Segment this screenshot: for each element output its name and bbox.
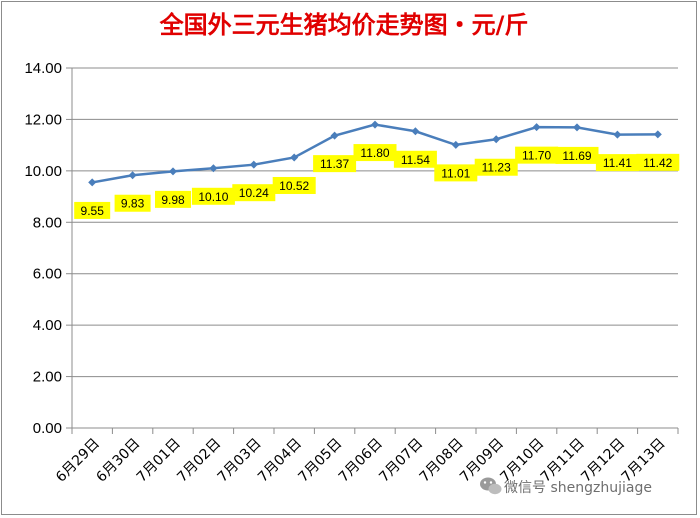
data-label: 11.37 [313, 155, 357, 173]
data-point [249, 160, 258, 169]
data-label-bg [353, 144, 397, 162]
data-point [411, 127, 420, 136]
x-tick-label: 7月05日 [295, 436, 345, 486]
data-label-text: 11.54 [401, 153, 430, 167]
x-tick-label: 7月04日 [255, 436, 305, 486]
data-label: 11.23 [474, 158, 518, 176]
data-point [653, 130, 662, 139]
data-label-text: 11.42 [643, 156, 672, 170]
data-label: 9.55 [74, 201, 111, 219]
x-tick-label: 7月03日 [215, 436, 265, 486]
watermark-text: 微信号 shengzhujiage [504, 480, 652, 496]
watermark: 微信号 shengzhujiage [480, 477, 652, 496]
data-label: 11.80 [353, 144, 397, 162]
data-label-text: 11.23 [482, 161, 511, 175]
data-label-text: 9.55 [81, 204, 105, 218]
data-point [209, 164, 218, 173]
data-label: 10.24 [232, 184, 276, 202]
data-label: 10.10 [191, 187, 235, 205]
data-label-text: 9.83 [121, 197, 145, 211]
data-label-bg [313, 155, 357, 173]
y-tick-label: 2.00 [33, 369, 62, 386]
x-tick-label: 7月11日 [538, 436, 588, 486]
data-point [128, 171, 137, 180]
data-label-text: 11.70 [522, 149, 551, 163]
data-label: 11.41 [595, 154, 639, 172]
data-point [451, 140, 460, 149]
y-tick-label: 14.00 [24, 60, 62, 77]
y-tick-label: 10.00 [24, 163, 62, 180]
data-label-text: 11.80 [360, 146, 389, 160]
data-label: 10.52 [272, 176, 316, 194]
data-label: 11.54 [393, 150, 437, 168]
wechat-icon [480, 477, 502, 495]
data-label-bg [155, 190, 191, 208]
x-tick-label: 6月30日 [93, 436, 143, 486]
data-point [573, 123, 581, 132]
data-label: 9.98 [155, 190, 191, 208]
data-label-text: 11.41 [603, 156, 632, 170]
data-label-bg [272, 176, 316, 194]
data-label-text: 10.52 [279, 179, 309, 193]
x-tick-label: 7月07日 [376, 436, 426, 486]
data-label-bg [114, 194, 151, 212]
data-label-bg [636, 153, 680, 171]
y-tick-label: 8.00 [33, 214, 62, 231]
x-tick-label: 7月06日 [336, 436, 386, 486]
x-tick-label: 7月13日 [619, 436, 669, 486]
data-point [613, 130, 622, 139]
data-label-bg [595, 154, 639, 172]
data-label-text: 11.69 [562, 149, 591, 163]
x-tick-label: 7月01日 [134, 436, 184, 486]
data-label-bg [474, 158, 518, 176]
y-tick-label: 4.00 [33, 317, 62, 334]
data-point [492, 135, 501, 144]
data-label: 11.69 [555, 146, 599, 164]
data-point [532, 123, 541, 132]
data-label-bg [555, 146, 599, 164]
y-tick-label: 0.00 [33, 420, 62, 437]
data-label-text: 11.01 [441, 166, 470, 180]
data-label: 11.70 [515, 146, 559, 164]
x-tick-label: 6月29日 [53, 436, 103, 486]
data-label-bg [515, 146, 559, 164]
data-label-text: 10.10 [198, 190, 228, 204]
x-tick-label: 7月02日 [174, 436, 224, 486]
chart-title: 全国外三元生猪均价走势图・元/斤 [159, 11, 529, 39]
data-point [290, 153, 299, 162]
data-label-bg [232, 184, 276, 202]
data-point [88, 178, 97, 187]
data-point [169, 167, 177, 176]
data-label-text: 11.37 [320, 157, 349, 171]
data-label-bg [434, 164, 478, 182]
data-label: 11.01 [434, 164, 478, 182]
y-tick-label: 12.00 [24, 111, 62, 128]
data-label-bg [393, 150, 437, 168]
data-label-text: 9.98 [161, 193, 185, 207]
x-tick-label: 7月08日 [417, 436, 467, 486]
x-tick-label: 7月09日 [457, 436, 507, 486]
data-label-text: 10.24 [239, 186, 269, 200]
data-point [330, 131, 339, 140]
data-point [371, 120, 379, 129]
x-tick-label: 7月12日 [578, 436, 628, 486]
data-label: 9.83 [114, 194, 151, 212]
data-label: 11.42 [636, 153, 680, 171]
x-tick-label: 7月10日 [497, 436, 547, 486]
data-label-bg [191, 187, 235, 205]
data-label-bg [74, 201, 111, 219]
y-tick-label: 6.00 [33, 266, 62, 283]
